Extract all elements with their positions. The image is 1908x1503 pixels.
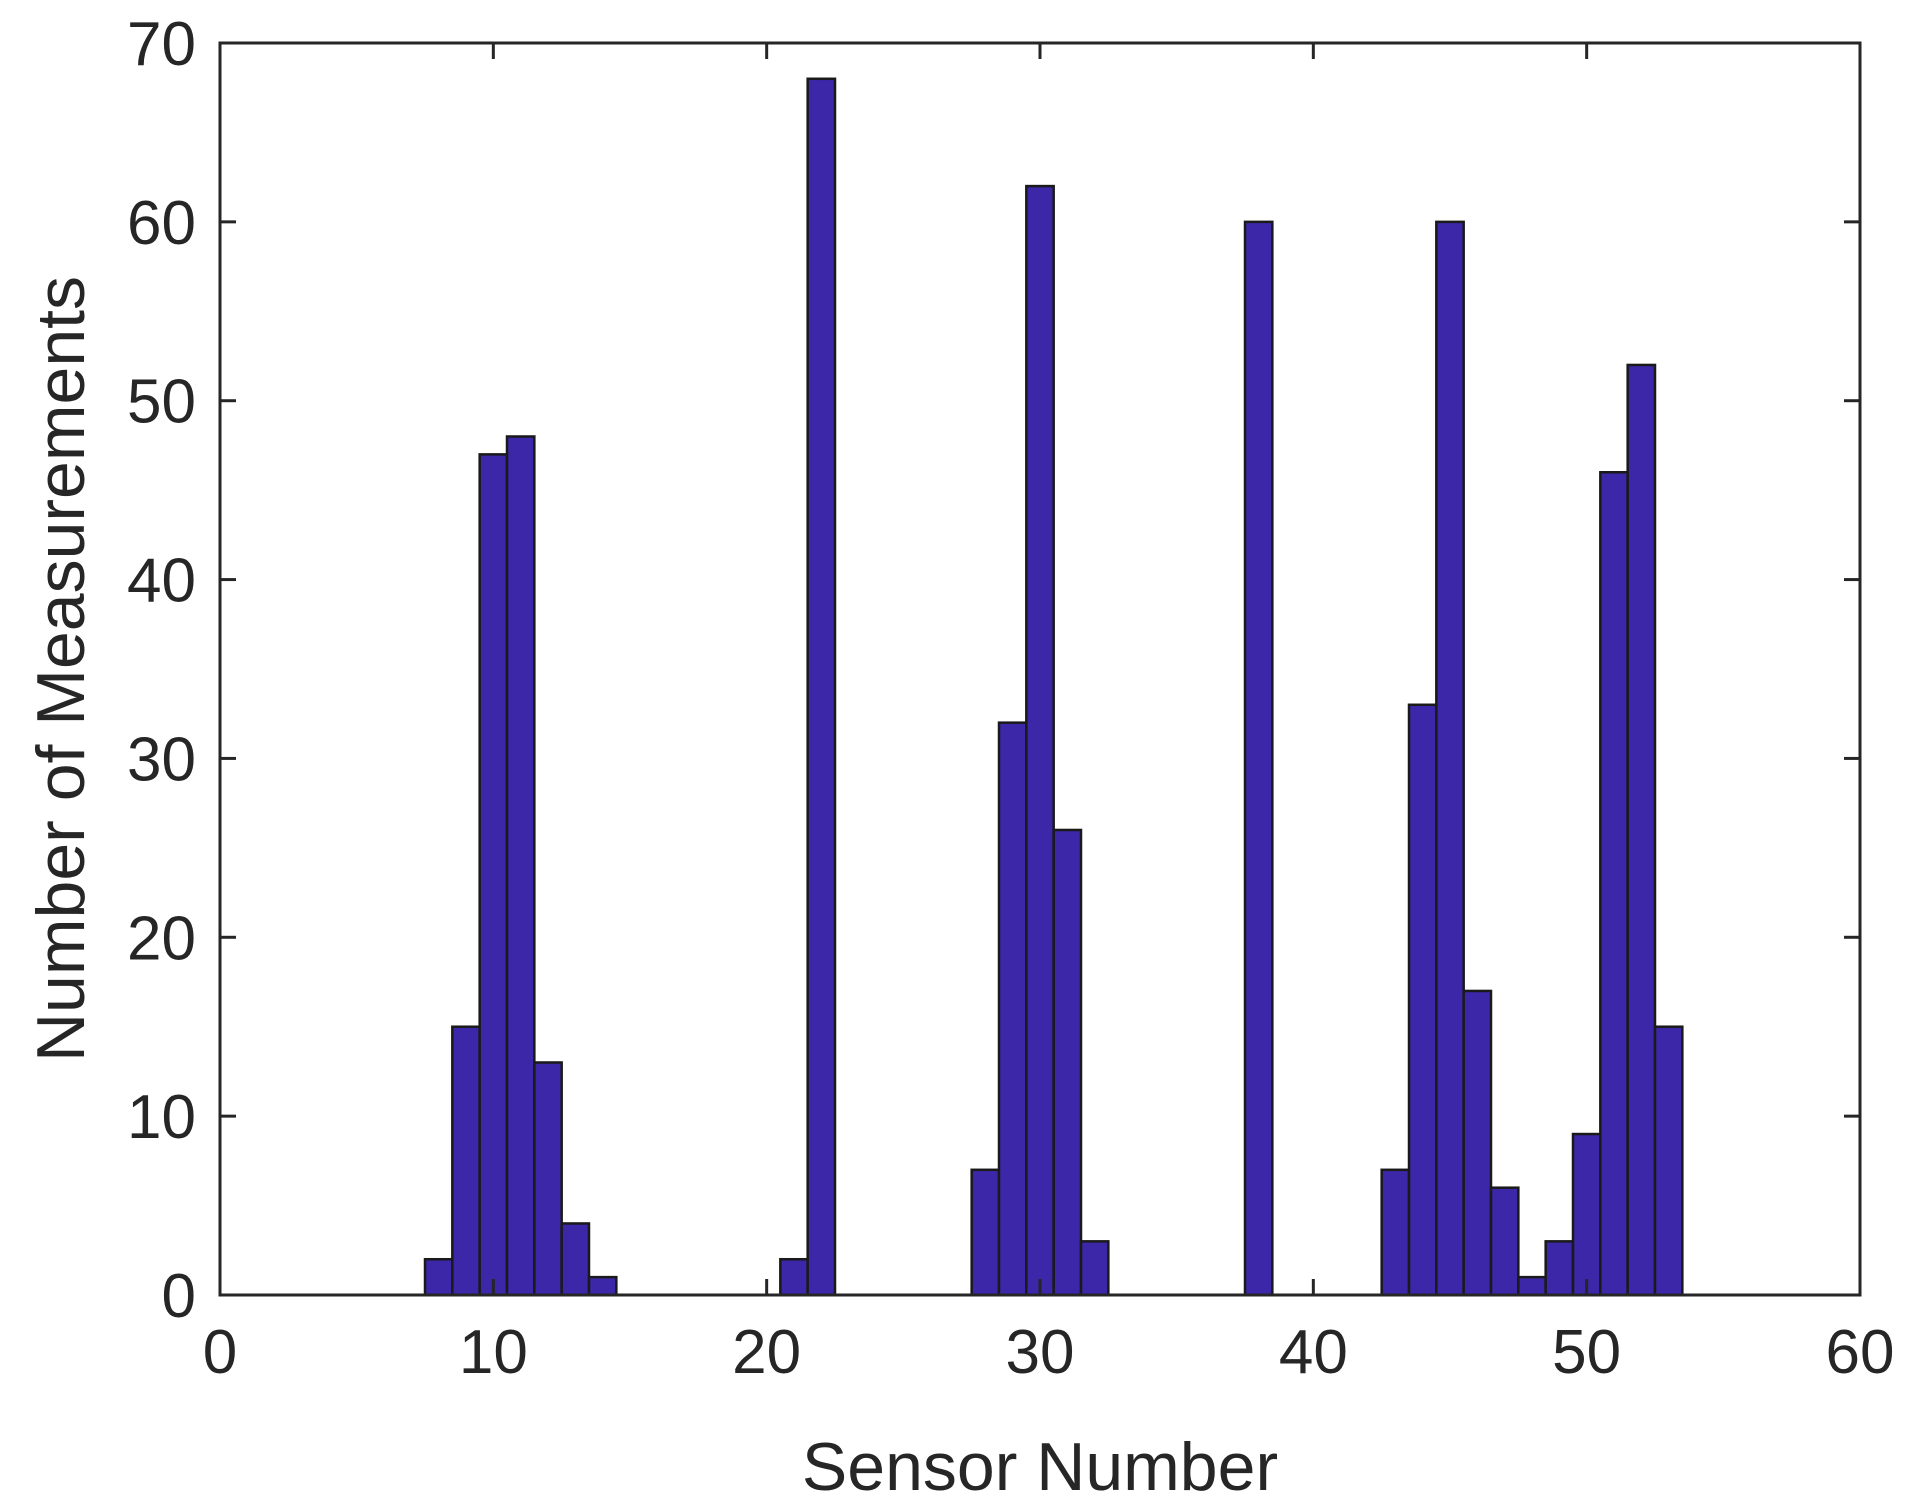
bar-sensor-47 <box>1489 1186 1520 1297</box>
bars-layer <box>423 77 1684 1297</box>
y-tick-label: 20 <box>127 904 196 973</box>
bar-sensor-52 <box>1626 363 1657 1297</box>
x-tick-label: 20 <box>732 1318 801 1387</box>
y-axis-title: Number of Measurements <box>23 276 99 1062</box>
x-tick-label: 10 <box>459 1318 528 1387</box>
bar-sensor-44 <box>1407 703 1438 1297</box>
y-tick-label: 0 <box>162 1262 196 1331</box>
bar-sensor-14 <box>587 1275 618 1297</box>
bar-sensor-22 <box>806 77 837 1297</box>
bar-sensor-38 <box>1243 220 1274 1297</box>
bar-sensor-31 <box>1052 828 1083 1297</box>
bar-sensor-13 <box>560 1222 591 1297</box>
bar-sensor-50 <box>1571 1132 1602 1297</box>
x-axis-title: Sensor Number <box>802 1429 1278 1503</box>
x-tick-label: 30 <box>1006 1318 1075 1387</box>
y-tick-label: 10 <box>127 1083 196 1152</box>
bar-sensor-12 <box>533 1061 563 1297</box>
bar-sensor-45 <box>1435 220 1465 1297</box>
bar-sensor-28 <box>970 1168 1001 1297</box>
x-tick-label: 60 <box>1826 1318 1895 1387</box>
bar-sensor-9 <box>451 1025 481 1297</box>
x-tick-label: 0 <box>203 1318 237 1387</box>
bar-sensor-49 <box>1544 1240 1575 1297</box>
x-tick-label: 40 <box>1279 1318 1348 1387</box>
bar-sensor-8 <box>423 1257 454 1297</box>
bar-sensor-30 <box>1025 184 1055 1297</box>
y-tick-label: 50 <box>127 368 196 437</box>
bar-sensor-48 <box>1517 1275 1547 1297</box>
bar-sensor-43 <box>1380 1168 1411 1297</box>
y-tick-label: 30 <box>127 725 196 794</box>
ticks-layer: 0 10 20 30 40 50 60 0 10 20 30 40 50 60 70 <box>127 10 1894 1387</box>
bar-sensor-46 <box>1462 989 1493 1297</box>
bar-sensor-21 <box>779 1257 809 1297</box>
bar-sensor-10 <box>478 453 509 1297</box>
bar-sensor-11 <box>505 435 536 1297</box>
y-tick-label: 70 <box>127 10 196 79</box>
y-tick-label: 40 <box>127 547 196 616</box>
y-tick-label: 60 <box>127 189 196 258</box>
bar-sensor-29 <box>997 721 1028 1297</box>
bar-sensor-32 <box>1079 1240 1110 1297</box>
bar-sensor-53 <box>1653 1025 1684 1297</box>
bar-sensor-51 <box>1599 471 1629 1297</box>
x-tick-label: 50 <box>1552 1318 1621 1387</box>
